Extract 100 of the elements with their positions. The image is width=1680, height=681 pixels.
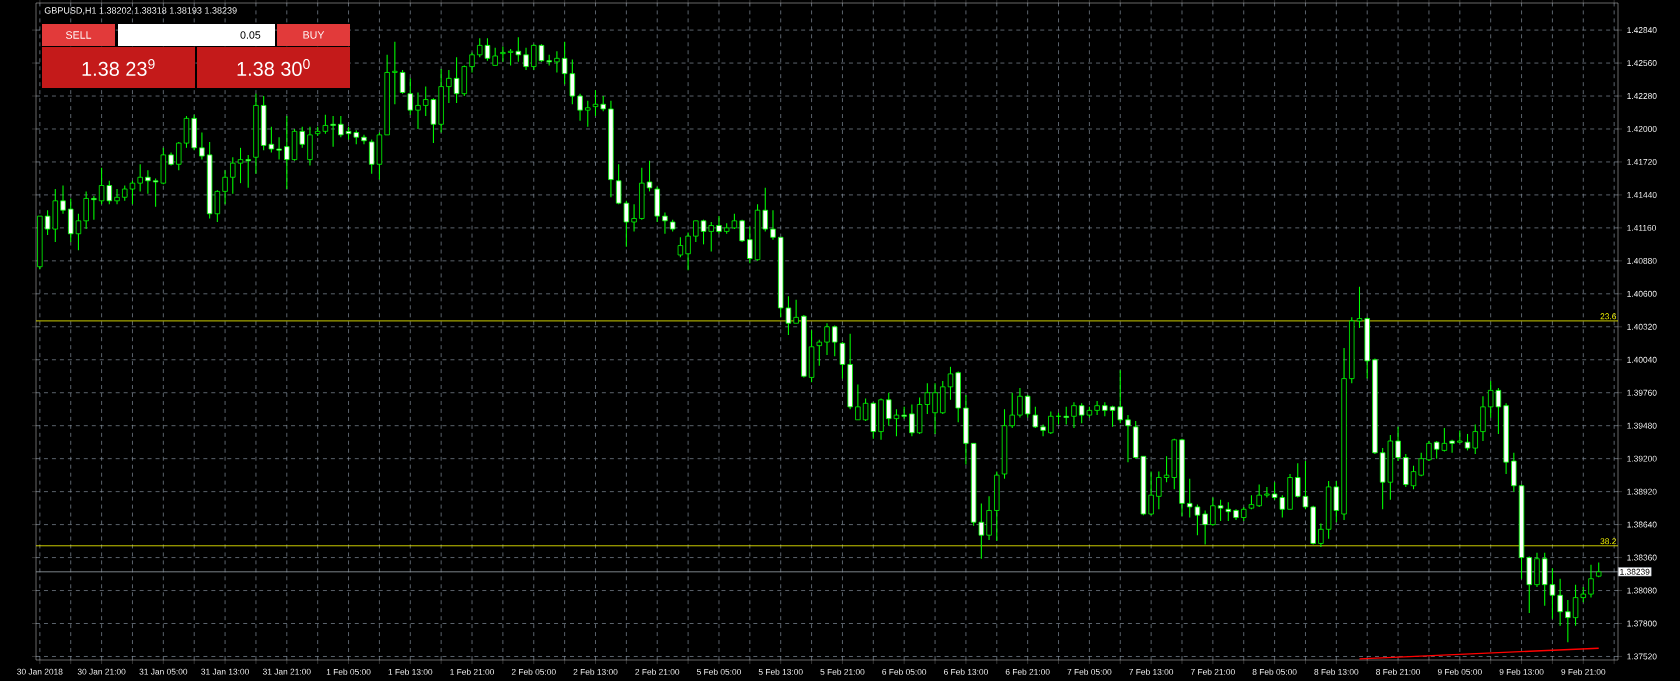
- x-tick-label: 5 Feb 13:00: [758, 668, 803, 675]
- candlestick: [415, 91, 421, 130]
- x-tick-label: 2 Feb 13:00: [573, 668, 618, 675]
- candlestick: [1017, 387, 1023, 418]
- candlestick: [1264, 486, 1270, 499]
- y-tick-label: 1.40040: [1627, 356, 1657, 363]
- y-tick-label: 1.42560: [1627, 60, 1657, 67]
- candlestick: [1449, 439, 1455, 454]
- candlestick: [114, 188, 120, 205]
- x-tick-label: 7 Feb 13:00: [1129, 668, 1174, 675]
- candlestick: [1565, 599, 1571, 643]
- annotation: 0.05: [240, 31, 261, 39]
- candlestick: [129, 180, 136, 205]
- candlestick: [824, 322, 830, 356]
- candlestick: [1094, 400, 1100, 416]
- candlestick: [1217, 499, 1224, 522]
- candlestick: [1009, 392, 1015, 429]
- candlestick: [399, 69, 406, 95]
- y-tick-label: 1.41160: [1627, 224, 1657, 231]
- candlestick: [1395, 426, 1401, 462]
- candlestick: [592, 89, 599, 117]
- chart-title: GBPUSD,H1 1.38202 1.38318 1.38193 1.38239: [44, 7, 237, 15]
- candlestick: [677, 236, 684, 258]
- y-tick-label: 1.42840: [1627, 27, 1657, 34]
- y-tick-label: 1.41720: [1627, 158, 1657, 165]
- candlestick: [1256, 484, 1262, 508]
- candlestick: [770, 209, 776, 241]
- candlestick: [91, 195, 97, 221]
- candlestick: [199, 131, 205, 161]
- y-tick-label: 1.42000: [1627, 126, 1657, 132]
- candlestick: [237, 147, 244, 184]
- x-tick-label: 1 Feb 21:00: [450, 668, 495, 675]
- candlestick: [1426, 440, 1432, 462]
- x-tick-label: 2 Feb 21:00: [635, 668, 680, 675]
- candlestick: [708, 221, 714, 252]
- annotation: 38.2: [1600, 538, 1616, 545]
- y-tick-label: 1.41440: [1627, 191, 1657, 198]
- candlestick: [1356, 286, 1363, 329]
- candlestick: [577, 93, 583, 122]
- annotation: SELL: [65, 31, 92, 39]
- candlestick: [947, 366, 954, 401]
- y-tick-label: 1.39480: [1627, 422, 1657, 429]
- candlestick: [338, 115, 344, 138]
- candlestick: [83, 190, 89, 230]
- candlestick: [1125, 414, 1131, 463]
- candlestick: [1225, 501, 1232, 522]
- y-tick-label: 1.40880: [1627, 257, 1657, 264]
- candlestick: [276, 136, 282, 161]
- candlestick: [500, 46, 506, 63]
- candlestick: [747, 226, 753, 264]
- y-tick-label: 1.38920: [1627, 488, 1657, 495]
- x-tick-label: 9 Feb 05:00: [1437, 668, 1482, 675]
- candlestick: [1156, 471, 1162, 510]
- x-tick-label: 30 Jan 2018: [17, 668, 63, 675]
- candlestick: [909, 403, 915, 437]
- candlestick: [1295, 462, 1301, 499]
- candlestick: [1048, 411, 1054, 435]
- candlestick: [531, 43, 537, 71]
- y-tick-label: 1.39760: [1627, 389, 1657, 396]
- candlestick: [1302, 460, 1309, 510]
- candlestick: [832, 325, 838, 357]
- x-tick-label: 6 Feb 05:00: [882, 668, 927, 675]
- annotation: BUY: [303, 31, 325, 39]
- x-tick-label: 30 Jan 21:00: [77, 668, 126, 675]
- candlestick: [145, 169, 151, 195]
- candlestick: [662, 212, 668, 235]
- candlestick: [554, 50, 560, 73]
- x-tick-label: 6 Feb 13:00: [944, 668, 988, 675]
- candlestick: [855, 383, 861, 421]
- candlestick: [1040, 423, 1046, 437]
- x-tick-label: 8 Feb 13:00: [1314, 668, 1359, 675]
- y-tick-label: 1.37800: [1627, 620, 1657, 627]
- x-tick-label: 5 Feb 05:00: [696, 668, 741, 675]
- y-tick-label: 1.40320: [1627, 323, 1657, 330]
- x-tick-label: 6 Feb 21:00: [1005, 668, 1050, 675]
- candlestick: [932, 382, 938, 435]
- y-tick-label: 1.38640: [1627, 521, 1657, 528]
- candlestick: [1071, 401, 1077, 429]
- candlestick: [1472, 423, 1478, 455]
- x-tick-label: 7 Feb 05:00: [1067, 668, 1112, 675]
- candlestick: [1148, 471, 1154, 516]
- x-tick-label: 1 Feb 13:00: [388, 668, 433, 675]
- candlestick: [299, 126, 305, 149]
- x-tick-label: 31 Jan 13:00: [201, 668, 249, 675]
- x-tick-label: 5 Feb 21:00: [820, 668, 865, 675]
- candlestick: [407, 77, 413, 116]
- x-tick-label: 8 Feb 05:00: [1252, 668, 1297, 675]
- candlestick: [693, 220, 699, 243]
- candlestick: [176, 141, 182, 171]
- candlestick: [1202, 509, 1208, 546]
- candlestick: [230, 156, 236, 195]
- annotation: 23.6: [1600, 313, 1617, 320]
- x-tick-label: 2 Feb 05:00: [511, 668, 556, 675]
- annotation: 1.38 23$^{9}$: [82, 59, 155, 76]
- candlestick: [839, 341, 846, 380]
- candlestick: [1318, 522, 1324, 548]
- x-tick-label: 7 Feb 21:00: [1190, 668, 1235, 675]
- y-tick-label: 1.40600: [1627, 290, 1657, 297]
- y-tick-label: 1.37520: [1627, 653, 1657, 660]
- candlestick: [446, 69, 452, 104]
